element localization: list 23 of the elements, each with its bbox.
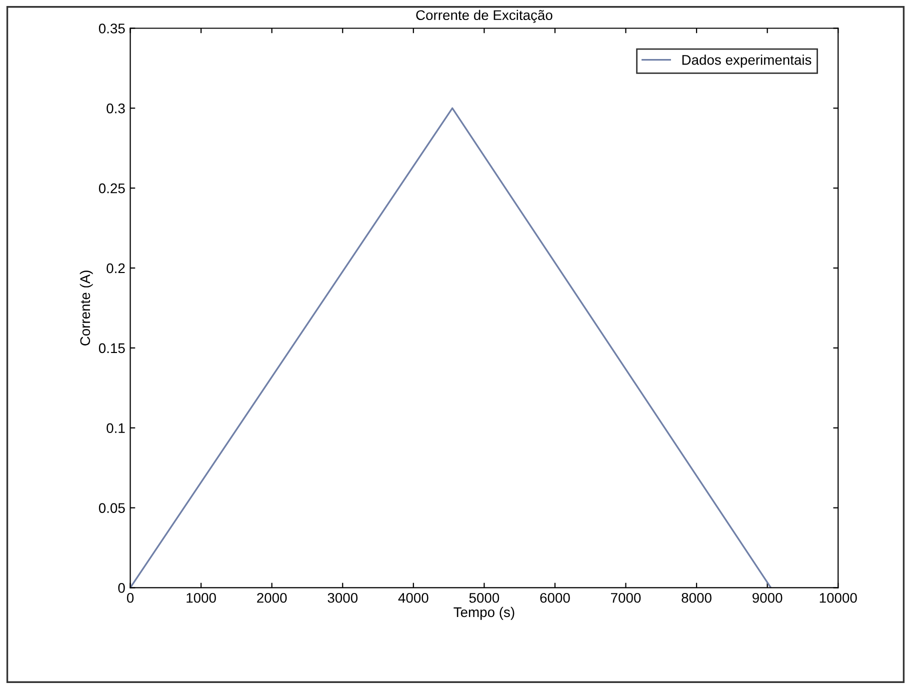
x-tick-label: 5000 [469,592,500,603]
x-axis-title: Tempo (s) [454,606,514,620]
x-tick-label: 8000 [682,592,712,603]
x-tick-label: 6000 [540,592,570,603]
y-tick-label: 0.15 [98,343,125,354]
y-tick-label: 0.3 [106,104,125,114]
chart-title: Corrente de Excitação [416,10,552,23]
x-tick-label: 10000 [820,592,857,603]
x-tick-label: 4000 [398,592,428,603]
y-tick-label: 0 [118,583,125,593]
x-tick-label: 0 [126,592,134,603]
x-tick-label: 2000 [257,592,287,603]
y-tick-label: 0.05 [98,503,125,513]
x-tick-label: 7000 [611,592,641,603]
y-tick-label: 0.35 [98,24,125,34]
y-tick-label: 0.1 [106,423,125,434]
y-axis-title: Corrente (A) [80,270,93,346]
y-tick-label: 0.25 [98,183,125,194]
y-tick-label: 0.2 [106,263,125,274]
legend-label: Dados experimentais [682,54,812,68]
x-tick-label: 9000 [752,592,782,603]
x-tick-label: 1000 [186,592,216,603]
x-tick-label: 3000 [328,592,358,603]
